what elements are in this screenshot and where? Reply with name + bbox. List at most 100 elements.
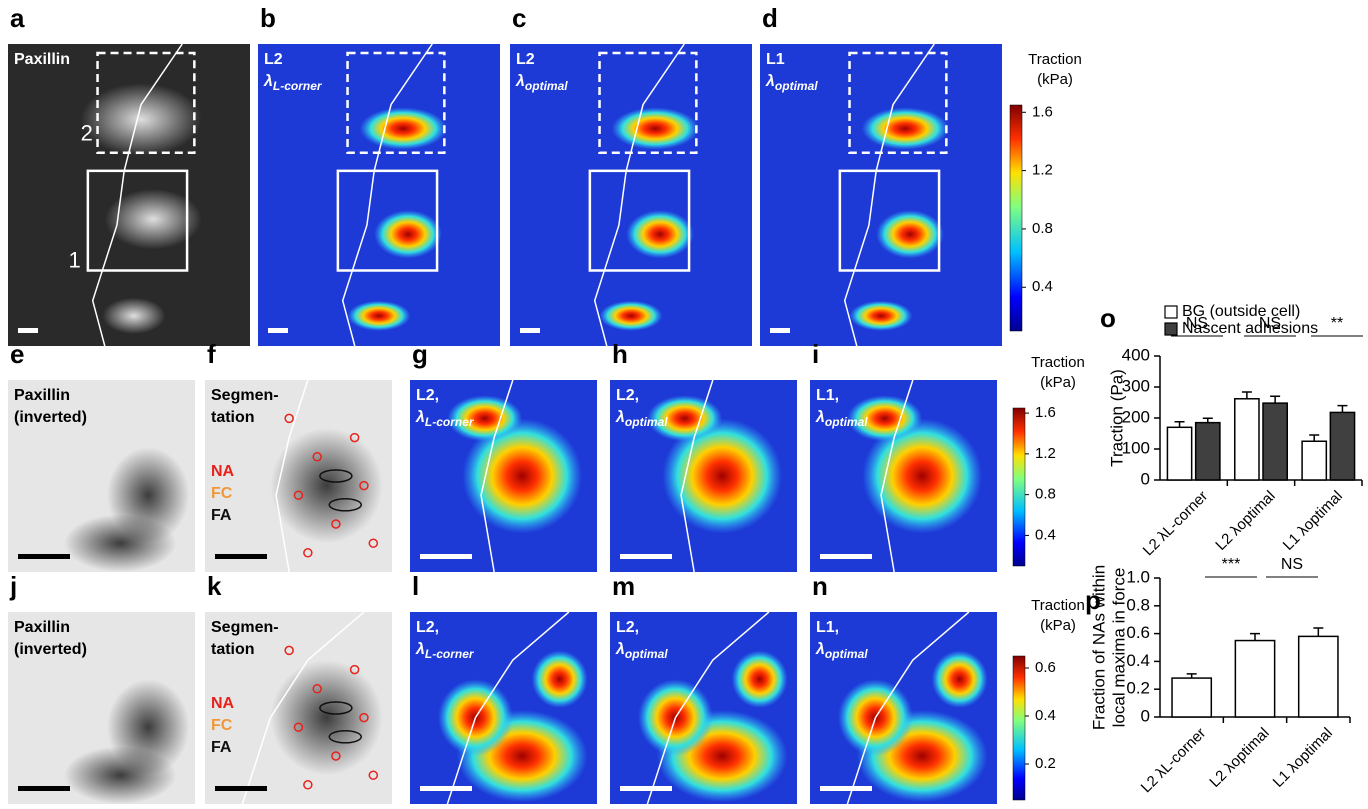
- image-feature: [862, 107, 949, 149]
- label-text: (inverted): [14, 641, 87, 658]
- panel-label: (inverted): [14, 409, 87, 426]
- panel-label: L2: [516, 51, 535, 68]
- panel-image: [810, 612, 997, 804]
- image-feature: [64, 514, 176, 572]
- scale-bar: [620, 554, 672, 559]
- label-text: L2: [264, 51, 283, 68]
- y-tick-label: 400: [1122, 345, 1150, 364]
- panel-image: [610, 612, 797, 804]
- panel-image: [810, 380, 997, 572]
- image-feature: [626, 210, 694, 258]
- bar: [1172, 678, 1211, 717]
- label-text: λ: [615, 409, 625, 426]
- image-feature: [850, 301, 913, 331]
- panel-label: Paxillin: [14, 619, 70, 636]
- image-feature: [102, 298, 165, 334]
- colorbar-tick-label: 0.4: [1035, 707, 1056, 724]
- image-feature: [732, 650, 788, 708]
- significance-label: **: [1331, 315, 1343, 332]
- segmentation-legend: NA: [211, 695, 235, 712]
- scale-bar: [520, 328, 540, 333]
- scale-bar: [18, 786, 70, 791]
- error-bar: [1313, 628, 1323, 636]
- segmentation-legend: FA: [211, 739, 232, 756]
- label-subscript: optimal: [775, 79, 818, 93]
- label-text: Segmen-: [211, 619, 279, 636]
- label-text: L1,: [816, 387, 839, 404]
- colorbar: [1010, 105, 1022, 331]
- panel-letter: l: [412, 571, 419, 601]
- roi-number: 2: [81, 120, 93, 145]
- image-feature: [600, 301, 663, 331]
- y-axis-label: Traction (Pa): [1107, 369, 1126, 467]
- bar: [1299, 636, 1338, 717]
- panel-letter: e: [10, 339, 24, 369]
- label-text: λ: [615, 641, 625, 658]
- panel-letter: j: [9, 571, 17, 601]
- panel-image: [410, 380, 597, 572]
- panel-label: Paxillin: [14, 387, 70, 404]
- image-feature: [270, 660, 382, 775]
- image-feature: [360, 107, 447, 149]
- bar: [1235, 399, 1259, 480]
- colorbar-title: (kPa): [1040, 374, 1076, 391]
- x-tick-label: L1 λoptimal: [1280, 488, 1346, 554]
- error-bar: [1270, 396, 1280, 403]
- y-tick-label: 0: [1141, 469, 1150, 488]
- label-text: L2,: [416, 387, 439, 404]
- panel-label: L2,: [616, 387, 639, 404]
- panel-image: [410, 612, 597, 804]
- colorbar-title: (kPa): [1037, 71, 1073, 88]
- significance-label: ***: [1222, 556, 1241, 573]
- panel-label: L2,: [616, 619, 639, 636]
- colorbar-tick-label: 1.2: [1035, 445, 1056, 462]
- image-feature: [64, 746, 176, 804]
- significance-label: NS: [1281, 556, 1303, 573]
- panel-label: L2,: [416, 619, 439, 636]
- panel-letter: n: [812, 571, 828, 601]
- colorbar: [1013, 656, 1025, 800]
- label-subscript: optimal: [825, 647, 868, 661]
- y-tick-label: 1.0: [1126, 567, 1150, 586]
- label-text: tation: [211, 409, 255, 426]
- panel-letter: o: [1100, 303, 1116, 333]
- label-text: L1: [766, 51, 785, 68]
- label-subscript: optimal: [625, 415, 668, 429]
- y-tick-label: 0.2: [1126, 679, 1150, 698]
- legend-swatch: [1165, 306, 1177, 318]
- colorbar-tick-label: 0.8: [1035, 486, 1056, 503]
- segmentation-legend: FC: [211, 717, 233, 734]
- panel-label: tation: [211, 409, 255, 426]
- label-text: L2,: [616, 619, 639, 636]
- colorbar-title: Traction: [1028, 51, 1082, 68]
- x-tick-label: L2 λL-corner: [1140, 488, 1212, 560]
- bar: [1167, 427, 1191, 480]
- panel-label: Paxillin: [14, 51, 70, 68]
- y-axis-label: Fraction of NAs within: [1089, 565, 1108, 730]
- panel-label: tation: [211, 641, 255, 658]
- segmentation-legend: NA: [211, 463, 235, 480]
- y-tick-label: 0.8: [1126, 595, 1150, 614]
- scale-bar: [620, 786, 672, 791]
- scale-bar: [420, 786, 472, 791]
- x-tick-label: L2 λoptimal: [1206, 725, 1272, 791]
- label-subscript: optimal: [825, 415, 868, 429]
- significance-label: NS: [1186, 315, 1208, 332]
- label-text: λ: [515, 73, 525, 90]
- bar: [1330, 412, 1354, 480]
- bar: [1196, 423, 1220, 480]
- y-tick-label: 0.4: [1126, 651, 1150, 670]
- panel-letter: b: [260, 3, 276, 33]
- bar: [1302, 441, 1326, 480]
- panel-label: L1,: [816, 619, 839, 636]
- label-subscript: L-corner: [273, 79, 323, 93]
- panel-image: [610, 380, 797, 572]
- colorbar-tick-label: 0.8: [1032, 220, 1053, 237]
- colorbar-tick-label: 0.4: [1032, 278, 1053, 295]
- y-tick-label: 0: [1141, 706, 1150, 725]
- panel-letter: g: [412, 339, 428, 369]
- x-tick-label: L2 λL-corner: [1138, 725, 1210, 797]
- scale-bar: [420, 554, 472, 559]
- error-bar: [1309, 435, 1319, 441]
- label-text: L2,: [416, 619, 439, 636]
